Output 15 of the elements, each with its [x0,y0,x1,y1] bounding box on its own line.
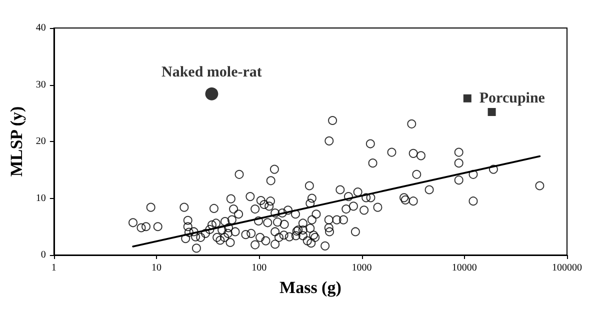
y-tick-label: 0 [40,250,46,260]
x-tick-label: 1000 [352,262,372,274]
annotation: Porcupine [479,90,546,106]
x-axis-title: Mass (g) [280,278,342,297]
x-tick-label: 100 [252,262,267,274]
x-tick-label: 100000 [552,262,582,274]
y-tick-label: 40 [36,22,46,34]
x-tick-label: 1 [51,262,56,274]
y-tick-label: 30 [36,79,46,90]
y-tick-label: 20 [36,136,46,147]
annotation: Naked mole-rat [162,64,262,80]
x-tick-label: 10 [152,262,162,274]
x-tick-label: 10000 [452,262,477,274]
y-axis-title: MLSP (y) [7,106,26,177]
y-tick-label: 10 [36,192,46,204]
